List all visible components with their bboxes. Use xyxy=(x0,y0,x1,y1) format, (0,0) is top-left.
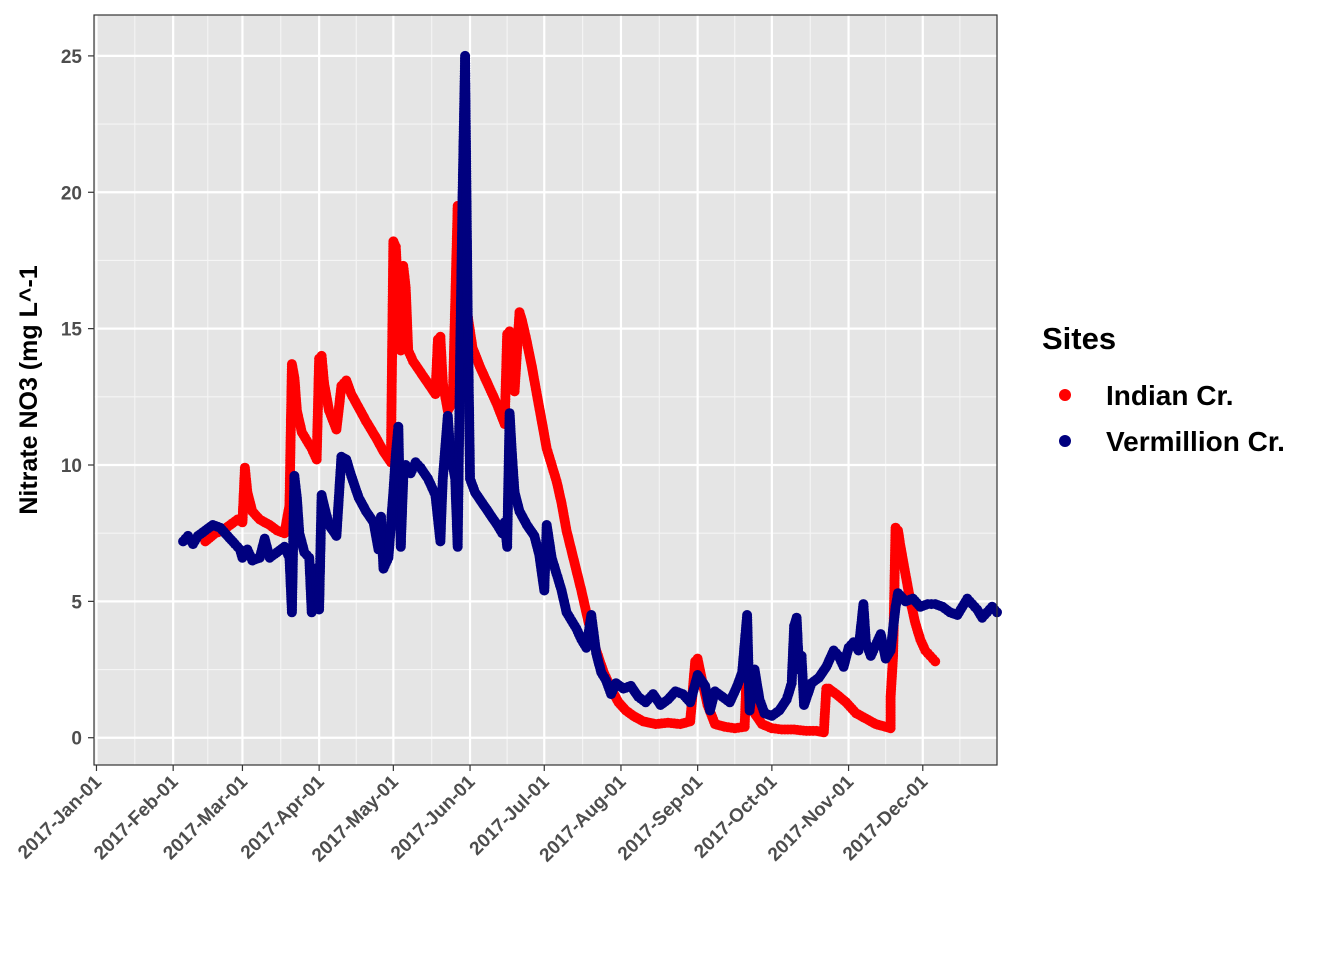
legend-label: Indian Cr. xyxy=(1106,380,1234,411)
legend-key xyxy=(1059,389,1071,401)
legend-title: Sites xyxy=(1042,321,1116,356)
y-axis-title: Nitrate NO3 (mg L^-1 xyxy=(15,265,43,514)
series-1 xyxy=(178,50,1002,721)
y-tick-label: 15 xyxy=(61,320,83,341)
x-axis: 2017-Jan-012017-Feb-012017-Mar-012017-Ap… xyxy=(14,765,933,866)
legend-key xyxy=(1059,435,1071,447)
data-point xyxy=(930,656,941,667)
legend: Sites Indian Cr. Vermillion Cr. xyxy=(1042,321,1285,457)
y-tick-label: 10 xyxy=(61,456,82,477)
data-points xyxy=(178,50,1002,738)
y-axis: 0 5 10 15 20 25 xyxy=(61,47,94,750)
y-tick-label: 0 xyxy=(71,729,82,750)
legend-label: Vermillion Cr. xyxy=(1106,426,1285,457)
y-tick-label: 25 xyxy=(61,47,83,68)
plot-border xyxy=(93,14,998,766)
y-tick-label: 5 xyxy=(71,592,82,613)
y-tick-label: 20 xyxy=(61,183,82,204)
plot-panel xyxy=(94,15,997,765)
